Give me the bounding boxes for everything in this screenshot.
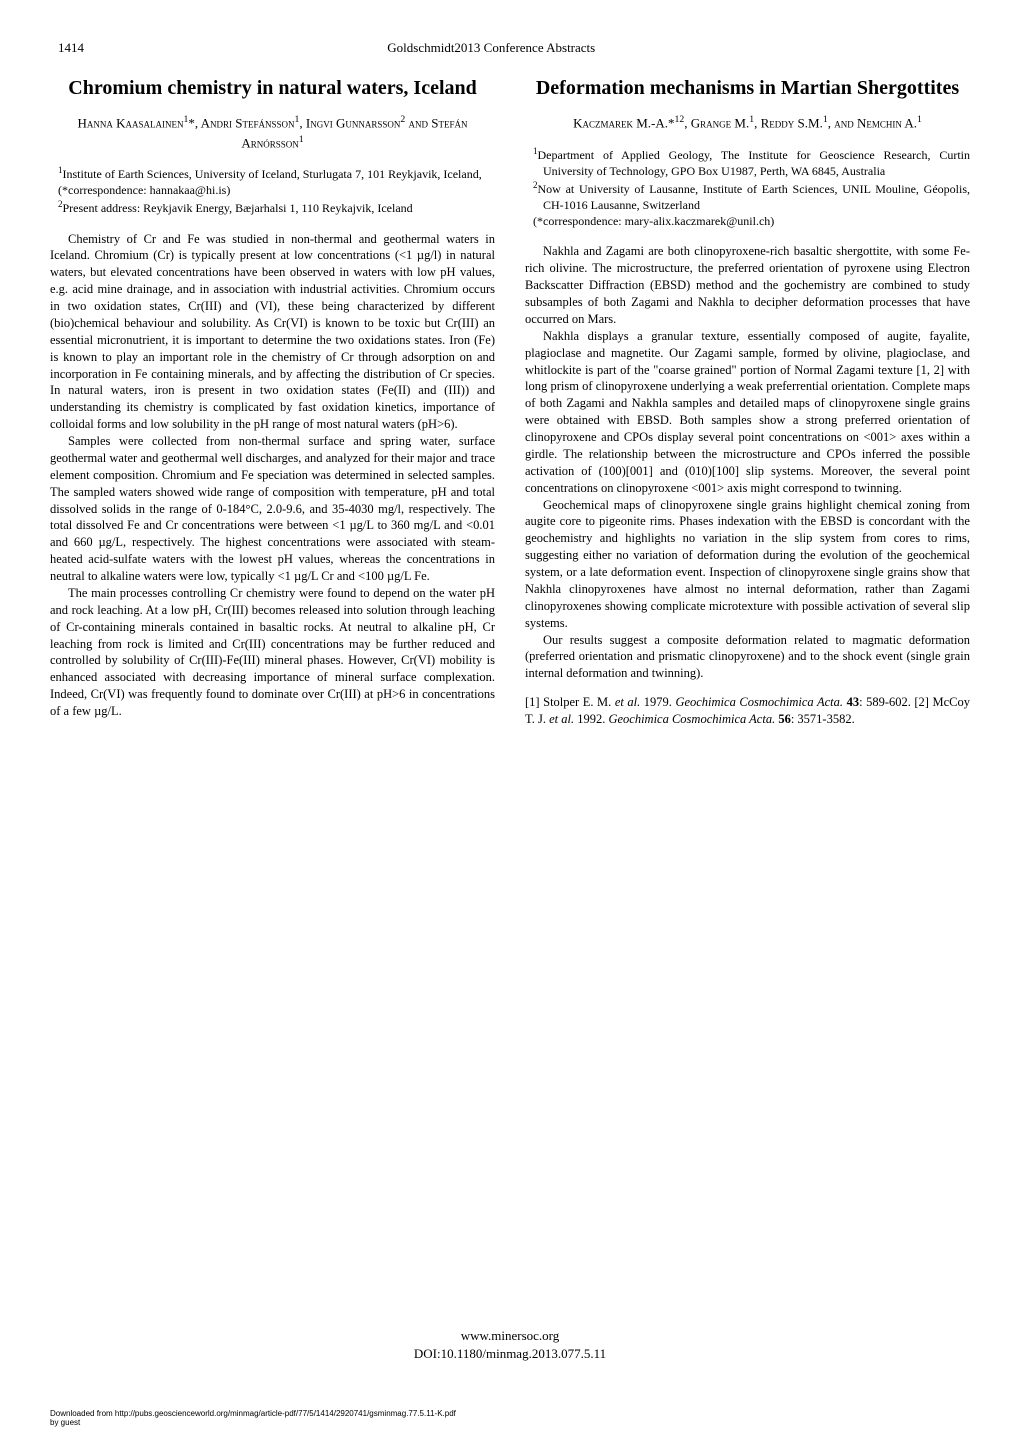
paragraph: Nakhla displays a granular texture, esse… xyxy=(525,328,970,497)
left-column: Chromium chemistry in natural waters, Ic… xyxy=(50,76,495,728)
references: [1] Stolper E. M. et al. 1979. Geochimic… xyxy=(525,694,970,728)
affiliation-item: (*correspondence: hannakaa@hi.is) xyxy=(50,182,495,198)
conference-name: Goldschmidt2013 Conference Abstracts xyxy=(141,40,841,56)
left-affiliations: 1Institute of Earth Sciences, University… xyxy=(50,164,495,217)
affiliation-item: (*correspondence: mary-alix.kaczmarek@un… xyxy=(525,213,970,229)
two-column-layout: Chromium chemistry in natural waters, Ic… xyxy=(50,76,970,728)
affiliation-item: 1Institute of Earth Sciences, University… xyxy=(50,164,495,182)
affiliation-item: 2Present address: Reykjavik Energy, Bæja… xyxy=(50,198,495,216)
download-line2: by guest xyxy=(50,1418,456,1428)
right-authors: Kaczmarek M.-A.*12, Grange M.1, Reddy S.… xyxy=(525,113,970,133)
page-header: 1414 Goldschmidt2013 Conference Abstract… xyxy=(50,40,970,56)
right-body: Nakhla and Zagami are both clinopyroxene… xyxy=(525,243,970,682)
paragraph: Nakhla and Zagami are both clinopyroxene… xyxy=(525,243,970,327)
page-footer: www.minersoc.org DOI:10.1180/minmag.2013… xyxy=(0,1327,1020,1363)
left-body: Chemistry of Cr and Fe was studied in no… xyxy=(50,231,495,720)
right-column: Deformation mechanisms in Martian Shergo… xyxy=(525,76,970,728)
affiliation-item: 2Now at University of Lausanne, Institut… xyxy=(525,179,970,213)
paragraph: The main processes controlling Cr chemis… xyxy=(50,585,495,720)
paragraph: Chemistry of Cr and Fe was studied in no… xyxy=(50,231,495,434)
affiliation-item: 1Department of Applied Geology, The Inst… xyxy=(525,145,970,179)
left-authors: Hanna Kaasalainen1*, Andri Stefánsson1, … xyxy=(50,113,495,152)
right-affiliations: 1Department of Applied Geology, The Inst… xyxy=(525,145,970,230)
paragraph: Our results suggest a composite deformat… xyxy=(525,632,970,683)
download-line1: Downloaded from http://pubs.geosciencewo… xyxy=(50,1409,456,1419)
paragraph: Samples were collected from non-thermal … xyxy=(50,433,495,585)
paragraph: Geochemical maps of clinopyroxene single… xyxy=(525,497,970,632)
right-title: Deformation mechanisms in Martian Shergo… xyxy=(525,76,970,101)
footer-url: www.minersoc.org xyxy=(0,1327,1020,1345)
page-number: 1414 xyxy=(58,40,138,56)
footer-doi: DOI:10.1180/minmag.2013.077.5.11 xyxy=(0,1345,1020,1363)
left-title: Chromium chemistry in natural waters, Ic… xyxy=(50,76,495,101)
download-note: Downloaded from http://pubs.geosciencewo… xyxy=(50,1409,456,1428)
